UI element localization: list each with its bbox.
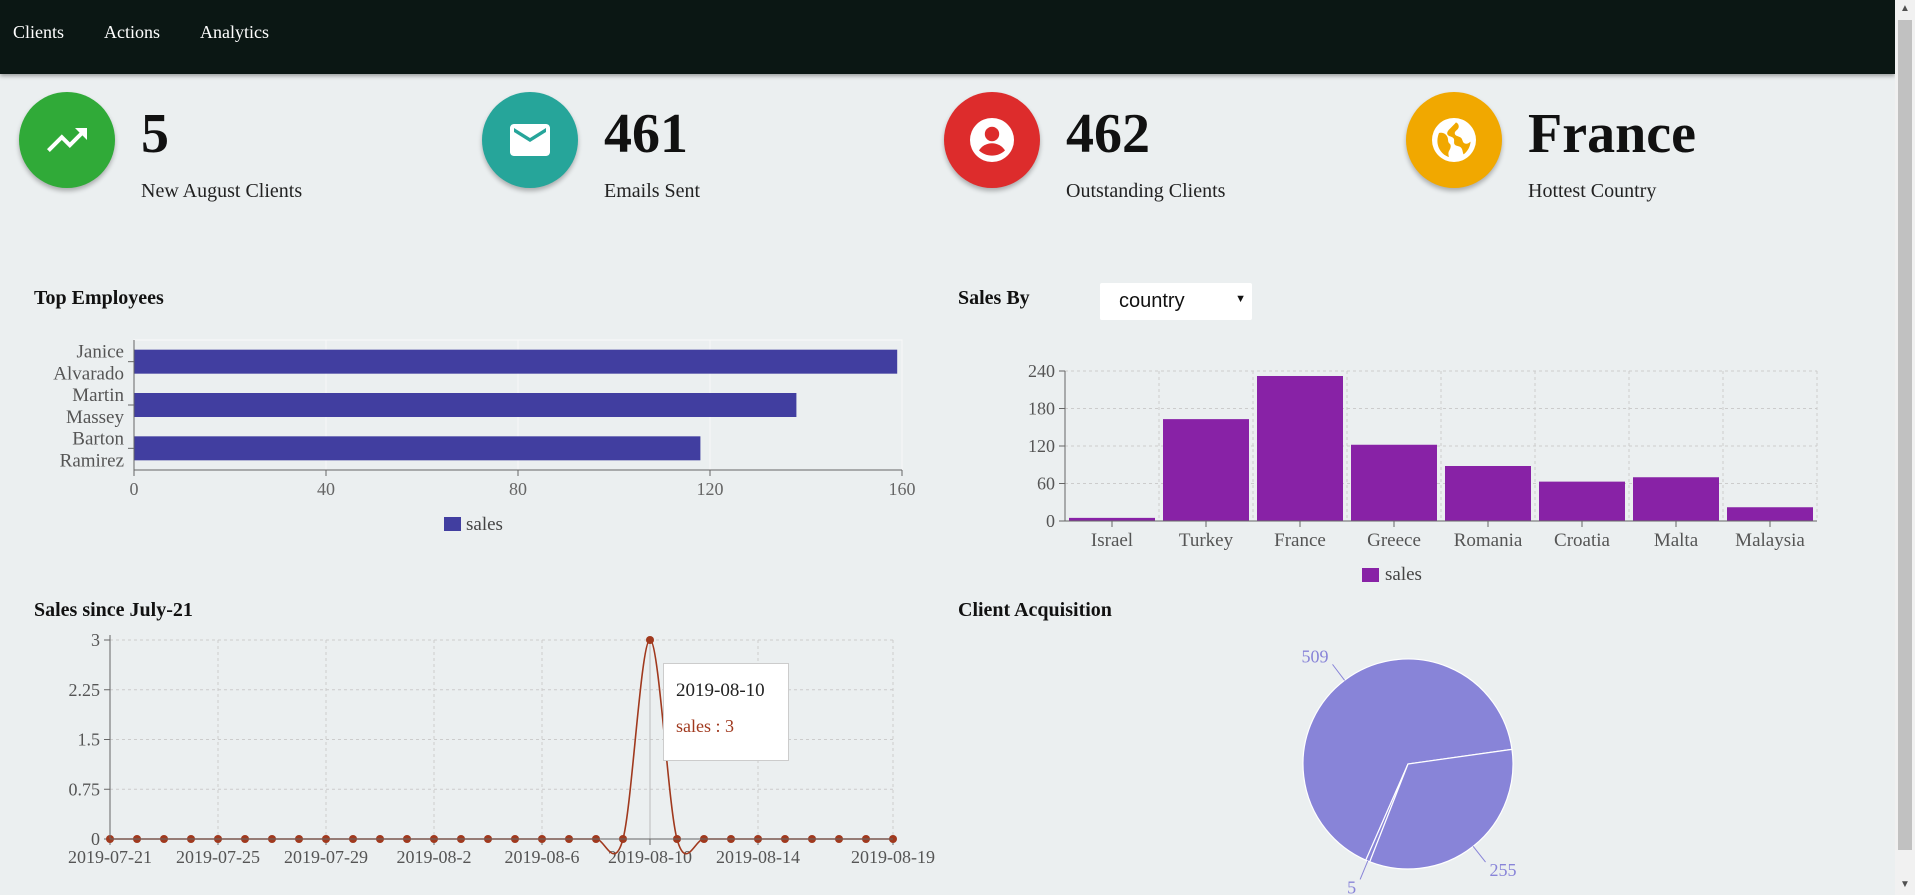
account-circle-icon — [970, 118, 1014, 162]
pie-label-connector — [1332, 664, 1345, 681]
country-x-tick-label: Croatia — [1554, 530, 1610, 551]
dropdown-caret-icon: ▼ — [1235, 293, 1246, 305]
employees-y-tick-label: Alvarado — [53, 364, 124, 385]
employees-x-tick-label: 120 — [697, 479, 724, 499]
pie-slice-label: 5 — [1347, 877, 1356, 895]
employees-x-tick-label: 0 — [130, 479, 139, 499]
country-y-tick-label: 180 — [1028, 399, 1055, 419]
pie-label-connector — [1359, 860, 1369, 880]
sales-by-title: Sales By — [958, 287, 1030, 309]
country-bar — [1727, 507, 1813, 521]
country-x-tick-label: Greece — [1367, 530, 1421, 551]
country-x-tick-label: Israel — [1091, 530, 1133, 551]
employees-bar — [134, 436, 701, 461]
country-bar — [1445, 466, 1531, 521]
line-x-tick-label: 2019-08-14 — [716, 847, 800, 867]
line-x-tick-label: 2019-08-10 — [608, 847, 692, 867]
stat-label-outstanding-clients: Outstanding Clients — [1066, 180, 1226, 202]
country-x-tick-label: Turkey — [1179, 530, 1234, 551]
page-scrollbar[interactable]: ▲ ▼ — [1895, 0, 1915, 895]
pie-slice-label: 255 — [1490, 860, 1517, 880]
line-y-tick-label: 1.5 — [78, 730, 101, 750]
country-bar — [1539, 481, 1625, 521]
line-x-tick-label: 2019-08-2 — [397, 847, 472, 867]
employees-legend-swatch — [444, 517, 461, 531]
line-x-tick-label: 2019-08-6 — [505, 847, 580, 867]
nav-analytics-link[interactable]: Analytics — [200, 22, 269, 42]
line-x-tick-label: 2019-07-29 — [284, 847, 368, 867]
pie-slice-label: 509 — [1301, 646, 1328, 666]
stat-value-emails-sent: 461 — [604, 103, 688, 165]
line-y-tick-label: 0.75 — [69, 779, 101, 799]
line-y-tick-label: 0 — [91, 829, 100, 849]
country-bar — [1257, 376, 1343, 521]
top-employees-title: Top Employees — [34, 287, 164, 309]
country-bar — [1163, 419, 1249, 521]
sales-point — [646, 636, 654, 644]
stat-value-hottest-country: France — [1528, 103, 1696, 165]
stat-icon-circle-hottest-country — [1406, 92, 1502, 188]
country-y-tick-label: 0 — [1046, 511, 1055, 531]
employees-y-tick-label: Ramirez — [60, 450, 124, 471]
scroll-down-arrow-icon[interactable]: ▼ — [1900, 879, 1910, 890]
scroll-thumb[interactable] — [1898, 20, 1912, 850]
employees-bar — [134, 349, 898, 374]
country-x-tick-label: France — [1274, 530, 1326, 551]
stat-label-new-clients: New August Clients — [141, 180, 303, 202]
employees-y-tick-label: Barton — [72, 428, 124, 449]
country-x-tick-label: Malta — [1654, 530, 1699, 551]
nav-clients-link[interactable]: Clients — [13, 22, 65, 42]
country-x-tick-label: Malaysia — [1735, 530, 1805, 551]
mail-icon — [510, 124, 550, 156]
client-acquisition-title: Client Acquisition — [958, 599, 1112, 621]
globe-icon — [1432, 118, 1476, 162]
line-y-tick-label: 3 — [91, 630, 100, 650]
pie-label-connector — [1472, 846, 1486, 863]
country-bar — [1069, 517, 1155, 521]
country-y-tick-label: 120 — [1028, 436, 1055, 456]
stat-icon-circle-outstanding — [944, 92, 1040, 188]
scroll-up-arrow-icon[interactable]: ▲ — [1900, 3, 1910, 14]
employees-bar — [134, 393, 797, 417]
country-bar — [1633, 477, 1719, 521]
stat-icon-circle-emails — [482, 92, 578, 188]
trending-up-icon — [47, 128, 87, 152]
top-navbar: Clients Actions Analytics — [0, 0, 1895, 74]
sales-since-title: Sales since July-21 — [34, 599, 193, 621]
line-y-tick-label: 2.25 — [69, 680, 101, 700]
stat-value-new-clients: 5 — [141, 103, 169, 165]
employees-x-tick-label: 40 — [317, 479, 335, 499]
country-legend-label: sales — [1385, 564, 1422, 585]
employees-x-tick-label: 160 — [889, 479, 916, 499]
country-x-tick-label: Romania — [1454, 530, 1523, 551]
employees-y-tick-label: Janice — [77, 342, 124, 363]
line-chart-tooltip: 2019-08-10 sales : 3 — [663, 663, 789, 761]
country-y-tick-label: 60 — [1037, 474, 1055, 494]
employees-legend-label: sales — [466, 514, 503, 535]
country-y-tick-label: 240 — [1028, 361, 1055, 381]
tooltip-value: sales : 3 — [676, 716, 734, 736]
employees-x-tick-label: 80 — [509, 479, 527, 499]
stat-label-hottest-country: Hottest Country — [1528, 180, 1657, 202]
stat-label-emails-sent: Emails Sent — [604, 180, 701, 202]
line-x-tick-label: 2019-07-21 — [68, 847, 152, 867]
sales-by-select[interactable]: country ▼ — [1100, 283, 1252, 320]
stat-icon-circle-new-clients — [19, 92, 115, 188]
nav-actions-link[interactable]: Actions — [104, 22, 160, 42]
pie-slice — [1368, 748, 1514, 870]
country-legend-swatch — [1362, 568, 1379, 582]
line-x-tick-label: 2019-08-19 — [851, 847, 935, 867]
line-x-tick-label: 2019-07-25 — [176, 847, 260, 867]
stat-value-outstanding-clients: 462 — [1066, 103, 1150, 165]
country-bar — [1351, 444, 1437, 521]
employees-y-tick-label: Massey — [66, 407, 125, 428]
tooltip-date: 2019-08-10 — [676, 680, 765, 701]
sales-by-select-value: country — [1119, 290, 1185, 312]
employees-y-tick-label: Martin — [72, 385, 124, 406]
